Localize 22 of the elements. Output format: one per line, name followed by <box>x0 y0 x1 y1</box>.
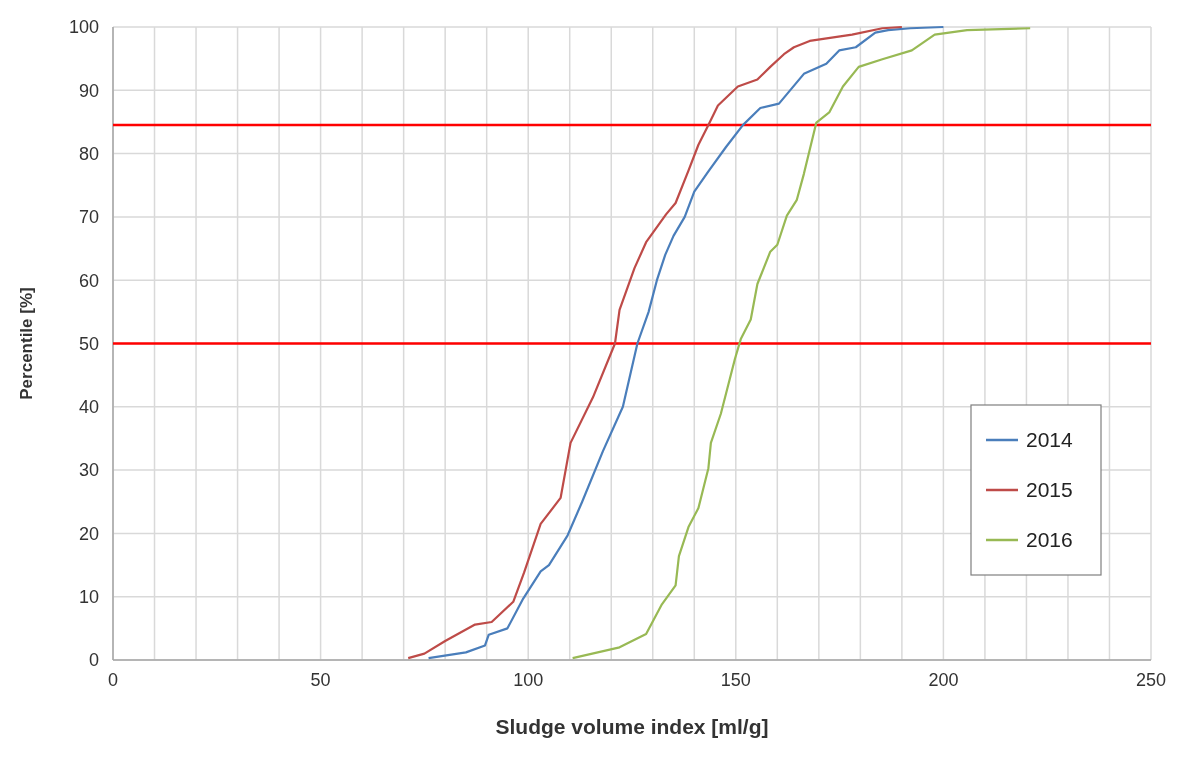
y-tick-label: 60 <box>78 270 99 291</box>
y-tick-label: 50 <box>78 333 99 354</box>
y-axis-title: Percentile [%] <box>17 287 36 400</box>
legend-label: 2016 <box>1026 528 1073 552</box>
x-tick-label: 100 <box>513 670 544 690</box>
y-tick-label: 70 <box>78 207 99 228</box>
y-tick-label: 10 <box>78 587 99 607</box>
x-tick-label: 0 <box>107 670 119 690</box>
y-tick-label: 80 <box>78 143 99 164</box>
legend-label: 2014 <box>1026 428 1074 452</box>
y-tick-label: 100 <box>68 17 99 38</box>
x-tick-label: 200 <box>928 670 959 690</box>
legend-label: 2015 <box>1026 478 1073 502</box>
y-tick-label: 40 <box>78 397 99 418</box>
x-tick-label: 50 <box>310 670 331 690</box>
y-tick-label: 0 <box>88 650 99 671</box>
x-tick-label: 250 <box>1135 670 1167 690</box>
y-tick-label: 30 <box>78 460 99 481</box>
y-tick-label: 90 <box>78 80 99 101</box>
x-axis-title: Sludge volume index [ml/g] <box>495 715 769 738</box>
y-tick-label: 20 <box>78 523 99 544</box>
x-tick-label: 150 <box>720 670 751 690</box>
